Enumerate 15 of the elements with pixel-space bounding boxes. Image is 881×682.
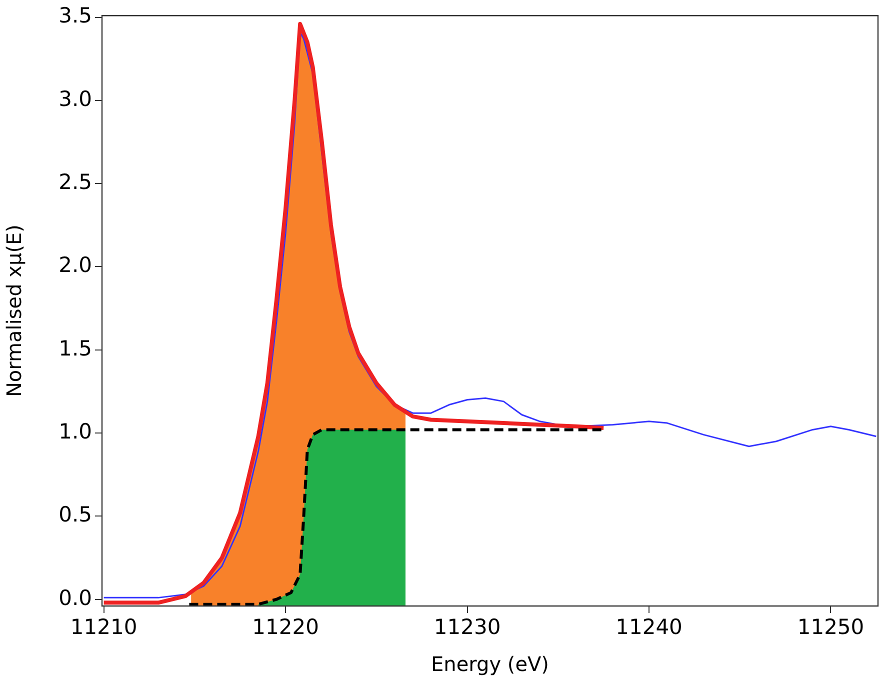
y-tick-label: 2.0 xyxy=(58,253,92,278)
y-tick-label: 0.5 xyxy=(58,502,92,527)
y-tick-label: 3.5 xyxy=(58,4,92,28)
y-tick-label: 1.5 xyxy=(58,336,92,360)
y-axis-title: Normalised xμ(E) xyxy=(2,224,26,398)
y-tick-label: 0.0 xyxy=(58,586,92,610)
y-tick-label: 2.5 xyxy=(58,170,92,194)
x-tick-label: 11240 xyxy=(616,615,682,640)
y-tick-label: 3.0 xyxy=(58,86,92,111)
x-tick-label: 11220 xyxy=(252,615,319,640)
x-tick-label: 11250 xyxy=(797,615,864,640)
y-tick-label: 1.0 xyxy=(58,419,92,444)
x-tick-label: 11210 xyxy=(70,615,138,640)
x-tick-label: 11230 xyxy=(434,615,501,640)
x-axis-title: Energy (eV) xyxy=(431,652,549,676)
